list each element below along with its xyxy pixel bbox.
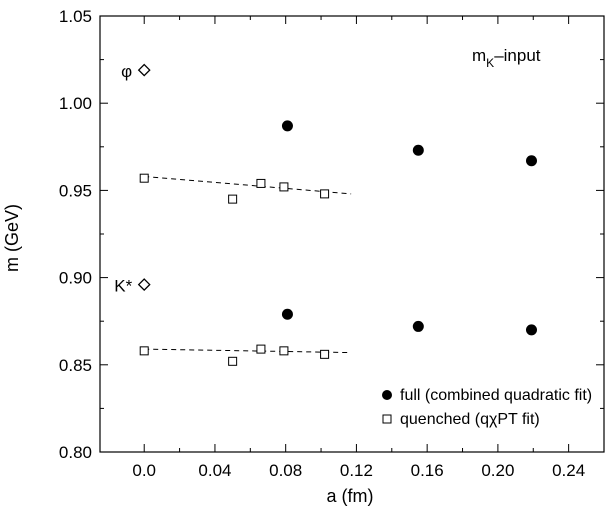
experimental-label: φ xyxy=(121,62,132,81)
quenched-data-point xyxy=(139,173,149,183)
quenched-data-point xyxy=(256,344,266,354)
quenched-data-point xyxy=(279,182,289,192)
x-tick-label: 0.04 xyxy=(198,461,231,480)
legend-label: quenched (qχPT fit) xyxy=(400,411,540,428)
y-tick-label: 1.00 xyxy=(59,94,92,113)
quenched-data-point xyxy=(279,346,289,356)
mk-input-annotation: mK–input xyxy=(472,46,541,70)
quenched-data-point xyxy=(256,178,266,188)
experimental-point xyxy=(137,63,151,77)
y-tick-label: 0.85 xyxy=(59,356,92,375)
annotation-main: m xyxy=(472,46,486,65)
x-tick-label: 0.08 xyxy=(269,461,302,480)
x-tick-label: 0.20 xyxy=(481,461,514,480)
full-data-point xyxy=(281,120,293,132)
fit-line xyxy=(144,175,352,195)
y-tick-label: 0.80 xyxy=(59,443,92,462)
y-tick-label: 0.90 xyxy=(59,269,92,288)
legend: full (combined quadratic fit) quenched (q… xyxy=(382,387,592,428)
x-tick-label: 0.12 xyxy=(340,461,373,480)
x-tick-label: 0.16 xyxy=(411,461,444,480)
quenched-data-point xyxy=(228,356,238,366)
annotation-suffix: –input xyxy=(494,46,541,65)
x-axis-label: a (fm) xyxy=(327,486,374,506)
full-data-point xyxy=(281,308,293,320)
legend-label: full (combined quadratic fit) xyxy=(400,387,592,404)
legend-marker-quenched xyxy=(382,414,392,424)
x-tick-label: 0.0 xyxy=(132,461,156,480)
quenched-data-point xyxy=(320,189,330,199)
x-tick-label: 0.24 xyxy=(552,461,585,480)
annotation-subscript: K xyxy=(486,56,494,70)
quenched-data-point xyxy=(139,346,149,356)
y-axis-label: m (GeV) xyxy=(2,204,22,272)
experimental-label: K* xyxy=(114,277,132,296)
quenched-data-point xyxy=(228,194,238,204)
full-data-point xyxy=(412,320,424,332)
experimental-point xyxy=(137,278,151,291)
full-data-point xyxy=(525,155,537,167)
fit-line xyxy=(144,348,352,354)
full-data-point xyxy=(412,144,424,156)
full-data-point xyxy=(525,324,537,336)
y-tick-label: 1.05 xyxy=(59,7,92,26)
quenched-data-point xyxy=(320,349,330,359)
y-tick-label: 0.95 xyxy=(59,181,92,200)
legend-marker-full xyxy=(382,390,392,400)
